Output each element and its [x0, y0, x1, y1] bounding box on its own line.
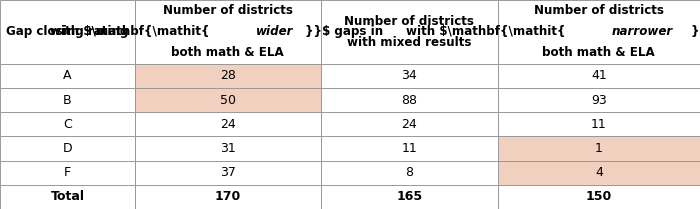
- Bar: [0, 0, 135, 64]
- Bar: [0, 136, 135, 161]
- Bar: [0, 161, 135, 185]
- Text: 11: 11: [401, 142, 417, 155]
- Bar: [0, 112, 135, 136]
- Text: with mixed results: with mixed results: [347, 36, 471, 49]
- Text: D: D: [63, 142, 72, 155]
- Text: both math & ELA: both math & ELA: [542, 46, 655, 60]
- Bar: [321, 136, 498, 161]
- Text: Number of districts: Number of districts: [344, 15, 474, 28]
- Bar: [321, 64, 498, 88]
- Text: Number of districts: Number of districts: [163, 4, 293, 17]
- Bar: [135, 88, 321, 112]
- Bar: [321, 185, 498, 209]
- Text: 28: 28: [220, 69, 236, 82]
- Bar: [498, 88, 700, 112]
- Text: Gap closing rating: Gap closing rating: [6, 25, 129, 38]
- Bar: [498, 161, 700, 185]
- Text: with $\mathbf{\mathit{: with $\mathbf{\mathit{: [406, 25, 566, 38]
- Text: 1: 1: [595, 142, 603, 155]
- Text: F: F: [64, 166, 71, 179]
- Bar: [498, 136, 700, 161]
- Bar: [135, 136, 321, 161]
- Text: Number of districts: Number of districts: [534, 4, 664, 17]
- Bar: [135, 0, 321, 64]
- Text: 31: 31: [220, 142, 236, 155]
- Text: 8: 8: [405, 166, 413, 179]
- Text: 4: 4: [595, 166, 603, 179]
- Text: 88: 88: [401, 94, 417, 107]
- Text: }}$ gaps in: }}$ gaps in: [304, 25, 383, 38]
- Bar: [321, 88, 498, 112]
- Text: 50: 50: [220, 94, 236, 107]
- Text: }}$ gaps in: }}$ gaps in: [691, 25, 700, 38]
- Text: C: C: [63, 118, 72, 131]
- Bar: [498, 185, 700, 209]
- Bar: [0, 185, 135, 209]
- Bar: [135, 112, 321, 136]
- Text: 41: 41: [591, 69, 607, 82]
- Text: 24: 24: [401, 118, 417, 131]
- Text: 93: 93: [591, 94, 607, 107]
- Bar: [498, 0, 700, 64]
- Text: Total: Total: [50, 190, 85, 203]
- Bar: [321, 112, 498, 136]
- Bar: [498, 64, 700, 88]
- Bar: [0, 64, 135, 88]
- Text: 150: 150: [586, 190, 612, 203]
- Text: A: A: [63, 69, 72, 82]
- Bar: [321, 161, 498, 185]
- Text: B: B: [63, 94, 72, 107]
- Text: narrower: narrower: [612, 25, 673, 38]
- Text: 165: 165: [396, 190, 422, 203]
- Bar: [0, 88, 135, 112]
- Bar: [135, 64, 321, 88]
- Bar: [321, 0, 498, 64]
- Text: 34: 34: [401, 69, 417, 82]
- Text: both math & ELA: both math & ELA: [172, 46, 284, 60]
- Bar: [498, 112, 700, 136]
- Bar: [135, 185, 321, 209]
- Bar: [135, 161, 321, 185]
- Text: 24: 24: [220, 118, 236, 131]
- Text: with $\mathbf{\mathit{: with $\mathbf{\mathit{: [50, 25, 210, 38]
- Text: 170: 170: [215, 190, 241, 203]
- Text: 11: 11: [591, 118, 607, 131]
- Text: 37: 37: [220, 166, 236, 179]
- Text: wider: wider: [256, 25, 294, 38]
